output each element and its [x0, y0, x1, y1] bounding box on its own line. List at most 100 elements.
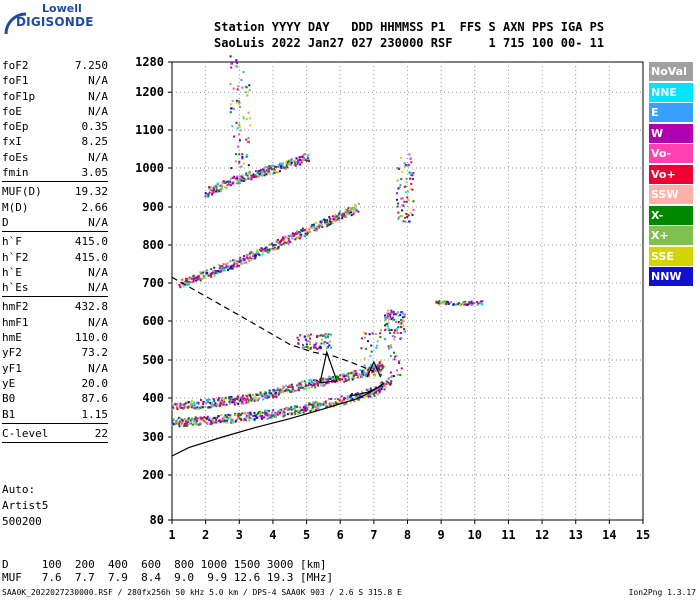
echo-point — [256, 169, 259, 172]
echo-point — [301, 344, 304, 347]
echo-point — [282, 385, 285, 388]
echo-point — [218, 419, 221, 422]
echo-point — [291, 412, 294, 415]
echo-point — [178, 416, 181, 419]
echo-point — [300, 235, 303, 238]
echo-point — [324, 222, 327, 225]
echo-point — [256, 172, 259, 175]
echo-point — [213, 416, 216, 419]
echo-point — [272, 414, 275, 417]
echo-point — [364, 374, 367, 377]
echo-point — [297, 383, 300, 386]
echo-point — [232, 180, 235, 183]
echo-point — [384, 383, 387, 386]
echo-point — [480, 300, 483, 303]
echo-point — [214, 402, 217, 405]
echo-point — [304, 338, 307, 341]
param-separator — [2, 442, 108, 444]
echo-point — [381, 367, 384, 370]
echo-point — [197, 274, 200, 277]
echo-point — [404, 164, 407, 167]
echo-point — [259, 248, 262, 251]
echo-point — [195, 279, 198, 282]
echo-point — [269, 416, 272, 419]
echo-point — [255, 413, 258, 416]
echo-point — [243, 258, 246, 261]
echo-point — [174, 402, 177, 405]
echo-point — [268, 170, 271, 173]
echo-point — [466, 302, 469, 305]
echo-point — [307, 347, 310, 350]
echo-point — [395, 327, 398, 330]
echo-point — [346, 398, 349, 401]
echo-point — [246, 395, 249, 398]
echo-point — [278, 164, 281, 167]
echo-point — [283, 239, 286, 242]
echo-point — [316, 382, 319, 385]
echo-point — [231, 182, 234, 185]
echo-point — [291, 388, 294, 391]
param-label: yF2 — [2, 346, 22, 360]
echo-point — [232, 265, 235, 268]
echo-point — [219, 270, 222, 273]
echo-point — [298, 233, 301, 236]
echo-point — [231, 264, 234, 267]
echo-point — [312, 382, 315, 385]
echo-point — [356, 392, 359, 395]
echo-point — [294, 238, 297, 241]
echo-point — [307, 157, 310, 160]
param-row: h`F2 415.0 — [2, 250, 108, 265]
echo-point — [199, 416, 202, 419]
echo-point — [388, 347, 391, 350]
echo-point — [300, 229, 303, 232]
echo-point — [384, 386, 387, 389]
echo-point — [221, 268, 224, 271]
echo-point — [216, 182, 219, 185]
x-tick-label: 1 — [168, 528, 175, 542]
legend-item-nnw: NNW — [649, 267, 693, 286]
profile-curve-solid — [171, 382, 385, 457]
echo-point — [326, 219, 329, 222]
echo-point — [397, 314, 400, 317]
echo-point — [379, 381, 382, 384]
echo-point — [253, 175, 256, 178]
echo-point — [282, 237, 285, 240]
echo-point — [326, 336, 329, 339]
echo-point — [314, 401, 317, 404]
echo-point — [396, 369, 399, 372]
echo-point — [381, 363, 384, 366]
echo-point — [305, 346, 308, 349]
echo-point — [235, 419, 238, 422]
echo-point — [316, 347, 319, 350]
echo-point — [325, 335, 328, 338]
param-value: N/A — [88, 315, 108, 329]
echo-point — [389, 312, 392, 315]
echo-point — [265, 173, 268, 176]
echo-point — [261, 251, 264, 254]
echo-point — [290, 408, 293, 411]
muf-values-row: MUF 7.6 7.7 7.9 8.4 9.0 9.9 12.6 19.3 [M… — [2, 571, 334, 584]
echo-point — [246, 256, 249, 259]
echo-point — [361, 393, 364, 396]
echo-point — [404, 220, 407, 223]
param-label: foEs — [2, 150, 29, 164]
legend-item-e: E — [649, 103, 693, 122]
echo-point — [213, 404, 216, 407]
echo-point — [398, 360, 401, 363]
echo-point — [217, 398, 220, 401]
echo-point — [354, 204, 357, 207]
echo-point — [338, 378, 341, 381]
echo-point — [254, 415, 257, 418]
echo-point — [277, 165, 280, 168]
echo-point — [373, 393, 376, 396]
echo-point — [389, 344, 392, 347]
echo-point — [282, 391, 285, 394]
echo-point — [226, 262, 229, 265]
echo-point — [243, 177, 246, 180]
echo-point — [393, 351, 396, 354]
echo-point — [290, 162, 293, 165]
echo-point — [288, 408, 291, 411]
echo-point — [186, 283, 189, 286]
echo-point — [323, 403, 326, 406]
echo-point — [321, 382, 324, 385]
